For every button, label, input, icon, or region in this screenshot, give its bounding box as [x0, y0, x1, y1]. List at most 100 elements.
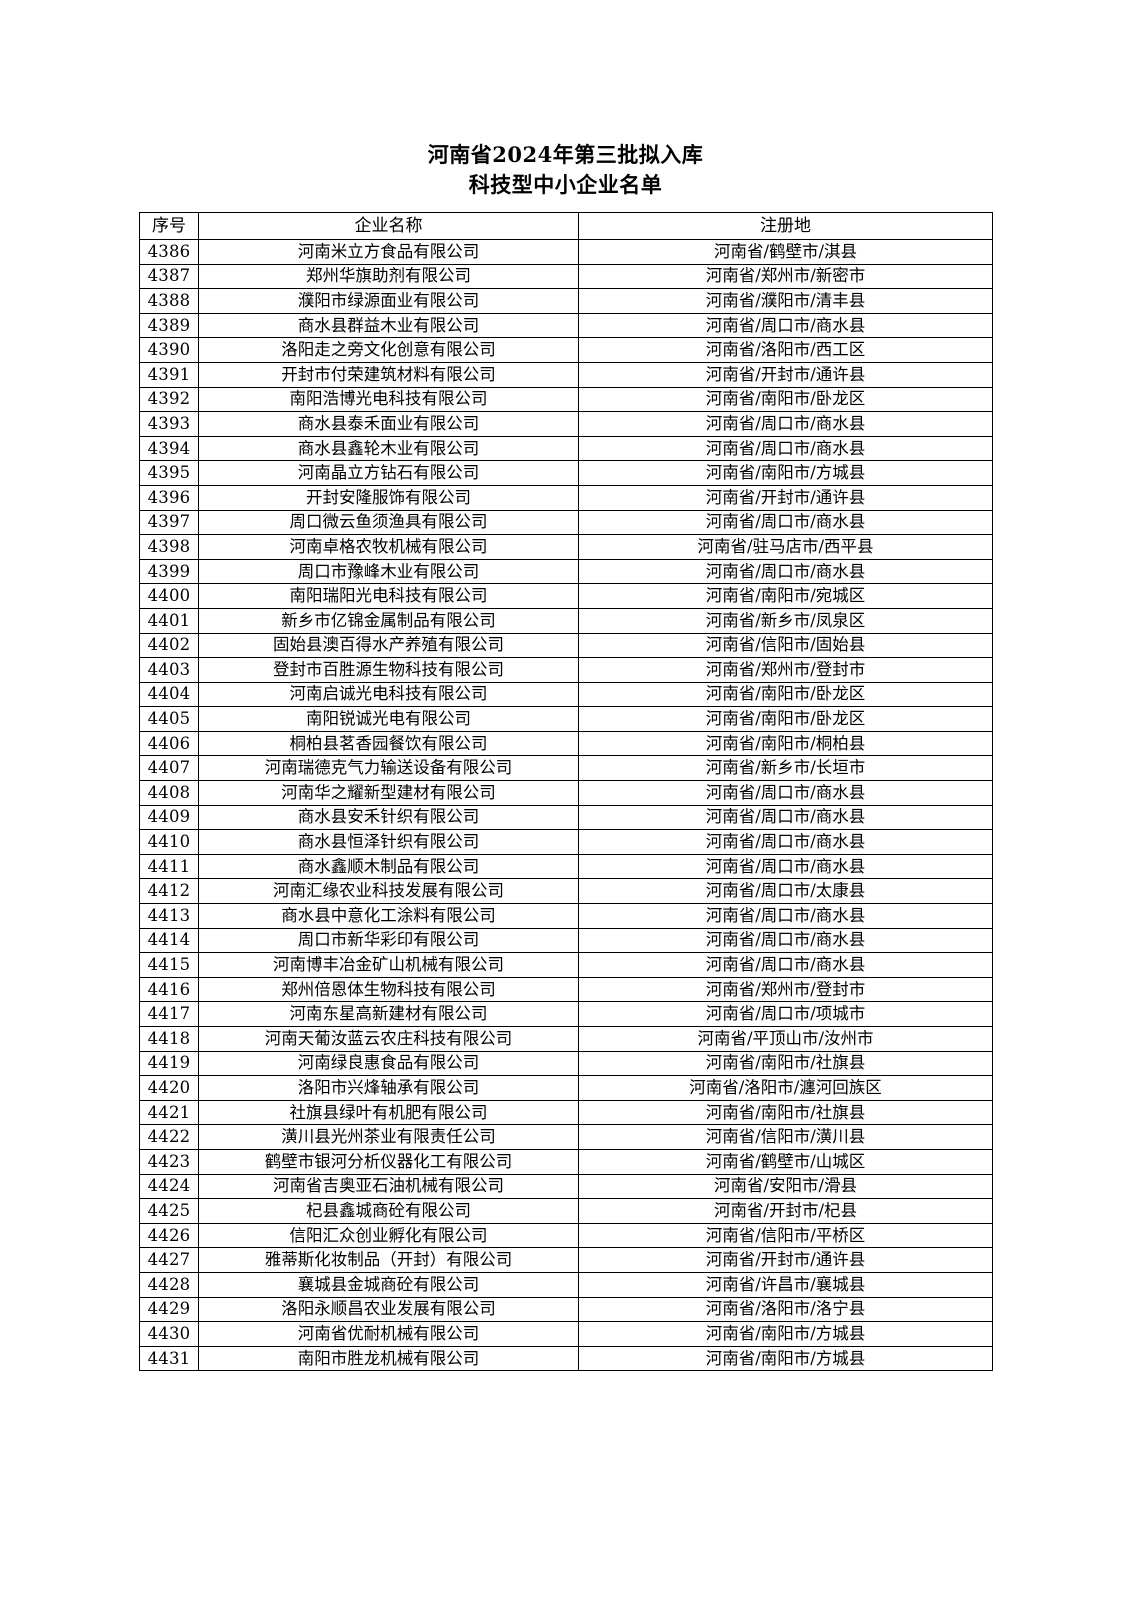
cell-sequence: 4391 [139, 361, 199, 388]
table-row: 4396 开封安隆服饰有限公司 河南省/开封市/通许县 [139, 484, 993, 511]
cell-enterprise-name: 桐柏县茗香园餐饮有限公司 [198, 730, 579, 757]
cell-sequence: 4388 [139, 288, 199, 314]
table-row: 4419 河南绿良惠食品有限公司 河南省/南阳市/社旗县 [139, 1050, 993, 1077]
cell-sequence: 4386 [139, 239, 199, 265]
cell-registration-location: 河南省/平顶山市/汝州市 [578, 1026, 993, 1052]
cell-enterprise-name: 襄城县金城商砼有限公司 [198, 1271, 579, 1298]
cell-sequence: 4408 [139, 780, 199, 806]
cell-registration-location: 河南省/许昌市/襄城县 [578, 1271, 993, 1298]
cell-registration-location: 河南省/周口市/商水县 [578, 829, 993, 855]
cell-sequence: 4425 [139, 1198, 199, 1224]
cell-registration-location: 河南省/周口市/商水县 [578, 435, 993, 462]
cell-registration-location: 河南省/新乡市/凤泉区 [578, 607, 993, 634]
cell-enterprise-name: 潢川县光州茶业有限责任公司 [198, 1124, 579, 1150]
cell-registration-location: 河南省/周口市/商水县 [578, 853, 993, 880]
table-row: 4406 桐柏县茗香园餐饮有限公司 河南省/南阳市/桐柏县 [139, 730, 993, 757]
cell-sequence: 4392 [139, 386, 199, 413]
cell-enterprise-name: 河南米立方食品有限公司 [198, 239, 579, 265]
cell-registration-location: 河南省/鹤壁市/山城区 [578, 1148, 993, 1175]
cell-enterprise-name: 河南晶立方钻石有限公司 [198, 460, 579, 486]
cell-enterprise-name: 河南省优耐机械有限公司 [198, 1321, 579, 1347]
cell-enterprise-name: 河南省吉奥亚石油机械有限公司 [198, 1173, 579, 1200]
cell-registration-location: 河南省/郑州市/登封市 [578, 657, 993, 683]
cell-registration-location: 河南省/南阳市/卧龙区 [578, 386, 993, 413]
table-row: 4428 襄城县金城商砼有限公司 河南省/许昌市/襄城县 [139, 1271, 993, 1298]
cell-enterprise-name: 洛阳市兴烽轴承有限公司 [198, 1075, 579, 1101]
cell-sequence: 4421 [139, 1099, 199, 1126]
table-row: 4391 开封市付荣建筑材料有限公司 河南省/开封市/通许县 [139, 361, 993, 388]
column-header-registration-location: 注册地 [578, 212, 993, 240]
cell-enterprise-name: 固始县澳百得水产养殖有限公司 [198, 632, 579, 659]
cell-sequence: 4387 [139, 263, 199, 290]
cell-registration-location: 河南省/南阳市/方城县 [578, 460, 993, 486]
cell-registration-location: 河南省/南阳市/方城县 [578, 1321, 993, 1347]
cell-registration-location: 河南省/信阳市/平桥区 [578, 1222, 993, 1249]
cell-registration-location: 河南省/南阳市/方城县 [578, 1345, 993, 1372]
cell-sequence: 4426 [139, 1222, 199, 1249]
cell-registration-location: 河南省/周口市/商水县 [578, 927, 993, 954]
table-row: 4386 河南米立方食品有限公司 河南省/鹤壁市/淇县 [139, 239, 993, 265]
cell-enterprise-name: 河南华之耀新型建材有限公司 [198, 780, 579, 806]
cell-registration-location: 河南省/周口市/太康县 [578, 878, 993, 905]
table-row: 4411 商水鑫顺木制品有限公司 河南省/周口市/商水县 [139, 853, 993, 880]
cell-registration-location: 河南省/信阳市/潢川县 [578, 1124, 993, 1150]
cell-enterprise-name: 周口市豫峰木业有限公司 [198, 558, 579, 585]
cell-registration-location: 河南省/周口市/商水县 [578, 903, 993, 929]
table-row: 4407 河南瑞德克气力输送设备有限公司 河南省/新乡市/长垣市 [139, 755, 993, 782]
cell-sequence: 4415 [139, 952, 199, 978]
table-header-row: 序号 企业名称 注册地 [139, 212, 993, 240]
table-row: 4387 郑州华旗助剂有限公司 河南省/郑州市/新密市 [139, 263, 993, 290]
cell-sequence: 4395 [139, 460, 199, 486]
cell-registration-location: 河南省/鹤壁市/淇县 [578, 239, 993, 265]
table-row: 4410 商水县恒泽针织有限公司 河南省/周口市/商水县 [139, 829, 993, 855]
cell-enterprise-name: 商水县群益木业有限公司 [198, 312, 579, 339]
cell-registration-location: 河南省/洛阳市/洛宁县 [578, 1296, 993, 1323]
cell-sequence: 4397 [139, 509, 199, 536]
cell-sequence: 4406 [139, 730, 199, 757]
cell-enterprise-name: 杞县鑫城商砼有限公司 [198, 1198, 579, 1224]
cell-registration-location: 河南省/郑州市/登封市 [578, 976, 993, 1003]
cell-sequence: 4427 [139, 1247, 199, 1273]
table-row: 4418 河南天葡汝蓝云农庄科技有限公司 河南省/平顶山市/汝州市 [139, 1026, 993, 1052]
table-row: 4426 信阳汇众创业孵化有限公司 河南省/信阳市/平桥区 [139, 1222, 993, 1249]
cell-registration-location: 河南省/南阳市/卧龙区 [578, 706, 993, 732]
cell-sequence: 4424 [139, 1173, 199, 1200]
cell-enterprise-name: 河南汇缘农业科技发展有限公司 [198, 878, 579, 905]
table-row: 4415 河南博丰冶金矿山机械有限公司 河南省/周口市/商水县 [139, 952, 993, 978]
cell-registration-location: 河南省/周口市/商水县 [578, 509, 993, 536]
cell-sequence: 4420 [139, 1075, 199, 1101]
cell-registration-location: 河南省/洛阳市/瀍河回族区 [578, 1075, 993, 1101]
cell-sequence: 4398 [139, 534, 199, 560]
cell-enterprise-name: 周口市新华彩印有限公司 [198, 927, 579, 954]
cell-sequence: 4410 [139, 829, 199, 855]
cell-registration-location: 河南省/周口市/项城市 [578, 1001, 993, 1027]
page-title-line-2: 科技型中小企业名单 [468, 172, 663, 197]
table-row: 4413 商水县中意化工涂料有限公司 河南省/周口市/商水县 [139, 903, 993, 929]
cell-sequence: 4403 [139, 657, 199, 683]
table-row: 4412 河南汇缘农业科技发展有限公司 河南省/周口市/太康县 [139, 878, 993, 905]
cell-registration-location: 河南省/郑州市/新密市 [578, 263, 993, 290]
cell-registration-location: 河南省/濮阳市/清丰县 [578, 288, 993, 314]
cell-sequence: 4414 [139, 927, 199, 954]
table-row: 4409 商水县安禾针织有限公司 河南省/周口市/商水县 [139, 804, 993, 831]
cell-sequence: 4394 [139, 435, 199, 462]
cell-enterprise-name: 信阳汇众创业孵化有限公司 [198, 1222, 579, 1249]
cell-registration-location: 河南省/开封市/通许县 [578, 484, 993, 511]
cell-registration-location: 河南省/周口市/商水县 [578, 558, 993, 585]
cell-sequence: 4402 [139, 632, 199, 659]
cell-registration-location: 河南省/洛阳市/西工区 [578, 337, 993, 363]
cell-sequence: 4396 [139, 484, 199, 511]
cell-sequence: 4422 [139, 1124, 199, 1150]
cell-enterprise-name: 河南天葡汝蓝云农庄科技有限公司 [198, 1026, 579, 1052]
cell-registration-location: 河南省/周口市/商水县 [578, 411, 993, 437]
table-row: 4400 南阳瑞阳光电科技有限公司 河南省/南阳市/宛城区 [139, 583, 993, 609]
cell-sequence: 4400 [139, 583, 199, 609]
cell-sequence: 4405 [139, 706, 199, 732]
cell-enterprise-name: 商水县中意化工涂料有限公司 [198, 903, 579, 929]
cell-registration-location: 河南省/周口市/商水县 [578, 312, 993, 339]
table-row: 4422 潢川县光州茶业有限责任公司 河南省/信阳市/潢川县 [139, 1124, 993, 1150]
cell-registration-location: 河南省/开封市/通许县 [578, 361, 993, 388]
table-row: 4397 周口微云鱼须渔具有限公司 河南省/周口市/商水县 [139, 509, 993, 536]
cell-enterprise-name: 河南博丰冶金矿山机械有限公司 [198, 952, 579, 978]
cell-enterprise-name: 河南东星高新建材有限公司 [198, 1001, 579, 1027]
